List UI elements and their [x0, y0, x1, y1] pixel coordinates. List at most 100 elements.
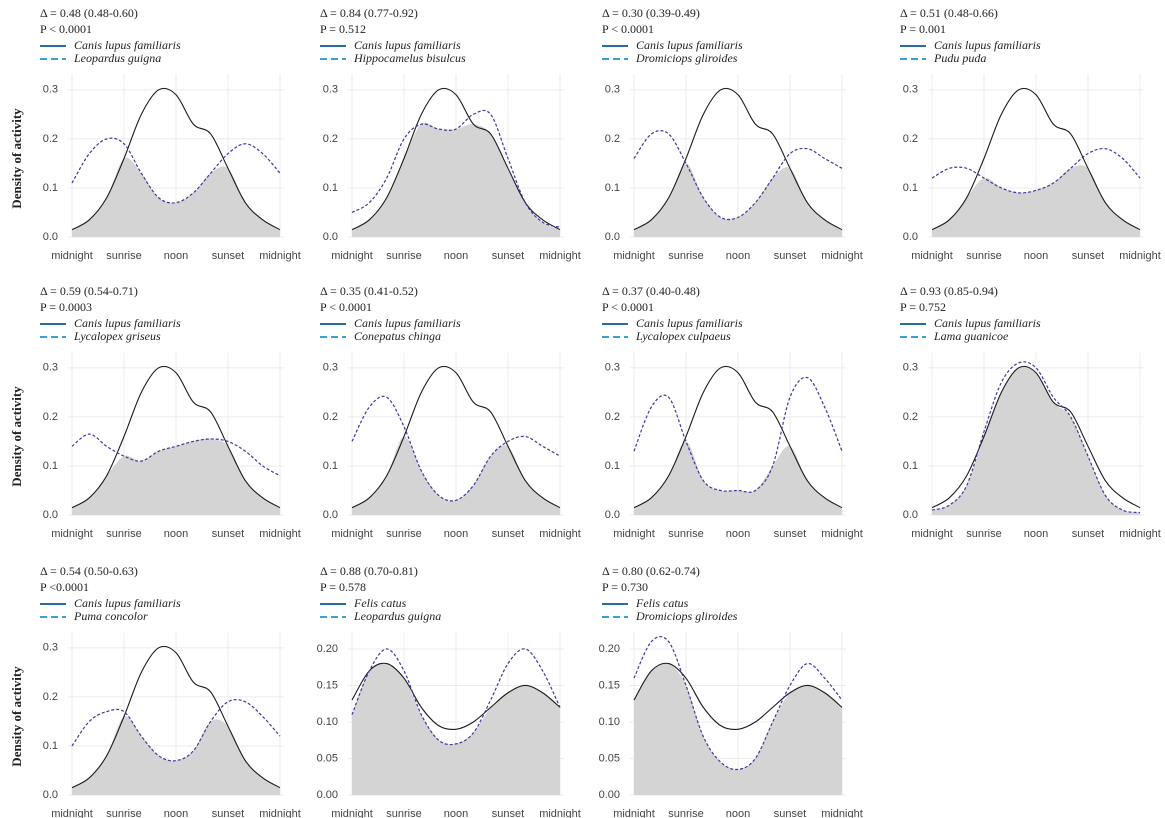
legend-label: Canis lupus familiaris [354, 38, 461, 52]
y-tick-label: 0.15 [317, 679, 338, 691]
y-tick-label: 0.1 [43, 182, 58, 194]
x-tick-label: noon [444, 808, 468, 818]
legend-label: Leopardus guigna [73, 51, 161, 65]
x-tick-label: midnight [259, 808, 301, 818]
y-tick-label: 0.2 [323, 411, 338, 423]
x-tick-label: noon [726, 528, 750, 540]
x-tick-label: noon [726, 250, 750, 262]
y-tick-label: 0.0 [43, 509, 58, 521]
annotation: Δ = 0.80 (0.62-0.74) [602, 564, 700, 578]
annotation: P < 0.0001 [320, 300, 372, 314]
legend-label: Puma concolor [73, 609, 148, 623]
x-tick-label: midnight [51, 250, 93, 262]
overlap-area [352, 123, 560, 237]
annotation: P <0.0001 [40, 580, 89, 594]
x-tick-label: sunrise [386, 528, 421, 540]
legend-label: Canis lupus familiaris [74, 596, 181, 610]
legend-label: Canis lupus familiaris [636, 38, 743, 52]
x-tick-label: sunrise [668, 808, 703, 818]
legend-label: Felis catus [635, 596, 689, 610]
y-tick-label: 0.2 [605, 411, 620, 423]
y-tick-label: 0.0 [43, 789, 58, 801]
x-tick-label: noon [164, 808, 188, 818]
legend-label: Dromiciops gliroides [635, 51, 738, 65]
legend-label: Leopardus guigna [353, 609, 441, 623]
x-tick-label: midnight [613, 528, 655, 540]
x-tick-label: noon [1024, 250, 1048, 262]
x-tick-label: noon [1024, 528, 1048, 540]
annotation: P = 0.578 [320, 580, 366, 594]
y-tick-label: 0.15 [599, 679, 620, 691]
x-tick-label: sunset [212, 528, 244, 540]
y-tick-label: 0.3 [903, 362, 918, 374]
y-tick-label: 0.2 [43, 691, 58, 703]
x-tick-label: sunset [774, 528, 806, 540]
x-tick-label: sunrise [668, 250, 703, 262]
y-tick-label: 0.20 [317, 643, 338, 655]
y-tick-label: 0.1 [605, 182, 620, 194]
y-tick-label: 0.2 [605, 133, 620, 145]
y-tick-label: 0.2 [903, 411, 918, 423]
x-tick-label: sunset [212, 250, 244, 262]
legend-label: Hippocamelus bisulcus [353, 51, 466, 65]
y-tick-label: 0.3 [43, 84, 58, 96]
y-tick-label: 0.1 [43, 740, 58, 752]
x-tick-label: sunrise [966, 528, 1001, 540]
y-tick-label: 0.3 [605, 84, 620, 96]
y-tick-label: 0.10 [599, 716, 620, 728]
x-tick-label: sunset [492, 250, 524, 262]
y-axis-label: Density of activity [9, 386, 24, 487]
x-tick-label: noon [444, 250, 468, 262]
x-tick-label: sunset [212, 808, 244, 818]
y-tick-label: 0.2 [323, 133, 338, 145]
x-tick-label: midnight [539, 250, 581, 262]
y-tick-label: 0.1 [605, 460, 620, 472]
annotation: P = 0.512 [320, 22, 366, 36]
annotation: Δ = 0.88 (0.70-0.81) [320, 564, 418, 578]
annotation: Δ = 0.37 (0.40-0.48) [602, 284, 700, 298]
annotation: P = 0.752 [900, 300, 946, 314]
y-tick-label: 0.1 [323, 460, 338, 472]
x-tick-label: midnight [331, 808, 373, 818]
legend-label: Canis lupus familiaris [934, 38, 1041, 52]
legend-label: Lycalopex culpaeus [635, 329, 731, 343]
y-tick-label: 0.3 [43, 642, 58, 654]
x-tick-label: sunset [1072, 250, 1104, 262]
x-tick-label: midnight [331, 528, 373, 540]
x-tick-label: midnight [911, 250, 953, 262]
annotation: Δ = 0.84 (0.77-0.92) [320, 6, 418, 20]
y-tick-label: 0.20 [599, 643, 620, 655]
x-tick-label: sunrise [106, 808, 141, 818]
x-tick-label: sunset [492, 808, 524, 818]
legend-label: Lama guanicoe [933, 329, 1009, 343]
y-tick-label: 0.1 [903, 182, 918, 194]
legend-label: Canis lupus familiaris [636, 316, 743, 330]
annotation: Δ = 0.54 (0.50-0.63) [40, 564, 138, 578]
y-tick-label: 0.2 [43, 133, 58, 145]
x-tick-label: midnight [259, 528, 301, 540]
y-tick-label: 0.05 [599, 752, 620, 764]
y-tick-label: 0.00 [599, 789, 620, 801]
y-tick-label: 0.05 [317, 752, 338, 764]
x-tick-label: noon [444, 528, 468, 540]
x-tick-label: midnight [51, 808, 93, 818]
legend-label: Canis lupus familiaris [74, 38, 181, 52]
legend-label: Pudu puda [933, 51, 986, 65]
y-tick-label: 0.3 [605, 362, 620, 374]
annotation: P = 0.0003 [40, 300, 92, 314]
x-tick-label: sunrise [386, 250, 421, 262]
legend-label: Canis lupus familiaris [74, 316, 181, 330]
y-tick-label: 0.3 [43, 362, 58, 374]
y-tick-label: 0.1 [43, 460, 58, 472]
annotation: P < 0.0001 [602, 22, 654, 36]
x-tick-label: sunset [492, 528, 524, 540]
x-tick-label: midnight [821, 250, 863, 262]
annotation: P < 0.0001 [40, 22, 92, 36]
annotation: P < 0.0001 [602, 300, 654, 314]
x-tick-label: midnight [821, 808, 863, 818]
x-tick-label: noon [726, 808, 750, 818]
x-tick-label: midnight [259, 250, 301, 262]
y-axis-label: Density of activity [9, 108, 24, 209]
x-tick-label: noon [164, 250, 188, 262]
x-tick-label: sunset [1072, 528, 1104, 540]
